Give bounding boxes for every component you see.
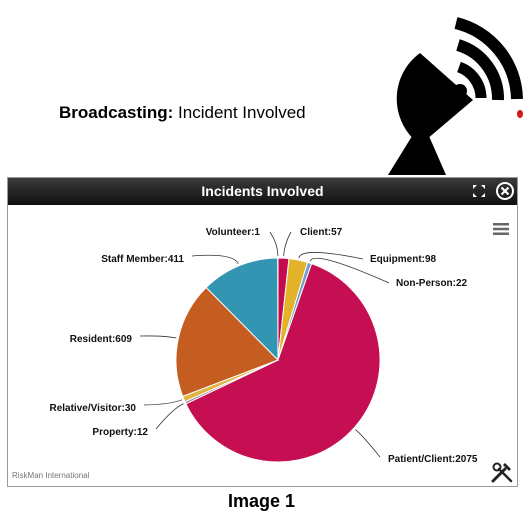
connector-line — [143, 399, 183, 406]
pie-slice-staff-member[interactable] — [205, 257, 279, 362]
data-label: Relative/Visitor:30 — [49, 403, 136, 414]
pie-slice-resident[interactable] — [175, 286, 279, 397]
data-label: Equipment:98 — [370, 254, 437, 265]
data-label: Property:12 — [92, 427, 148, 438]
data-label: Patient/Client:2075 — [388, 454, 478, 465]
connector-line — [298, 252, 364, 260]
footer-credit: RiskMan International — [12, 471, 90, 480]
broadcast-prefix: Broadcasting: — [59, 103, 174, 122]
pie-chart: Client:57 Equipment:98 Non-Person:22 Patien… — [49, 227, 478, 465]
red-mark — [517, 110, 523, 118]
satellite-dish-icon — [388, 17, 523, 175]
hamburger-menu-icon[interactable] — [493, 223, 509, 235]
connector-line — [283, 231, 292, 257]
connector-line — [309, 257, 390, 284]
data-label: Staff Member:411 — [101, 254, 184, 265]
widget-title: Incidents Involved — [201, 183, 324, 199]
close-icon[interactable] — [495, 181, 515, 201]
data-label: Resident:609 — [70, 334, 133, 345]
data-label: Client:57 — [300, 227, 343, 238]
tools-icon[interactable] — [490, 460, 514, 484]
data-label: Volunteer:1 — [206, 227, 261, 238]
connector-line — [155, 403, 184, 430]
connector-line — [139, 335, 177, 339]
widget-header: Incidents Involved — [8, 178, 517, 205]
pie-slice-patient-client[interactable] — [185, 263, 381, 463]
broadcast-text: Incident Involved — [178, 103, 306, 122]
expand-icon[interactable] — [471, 183, 487, 199]
connector-line — [355, 429, 381, 458]
connector-line — [269, 231, 279, 257]
connector-line — [191, 254, 239, 265]
image-caption: Image 1 — [227, 491, 296, 511]
data-label: Non-Person:22 — [396, 278, 468, 289]
incidents-widget: Incidents Involved Client:57 Equipment:98… — [7, 177, 518, 487]
broadcast-title: Broadcasting: Incident Involved — [59, 103, 306, 123]
